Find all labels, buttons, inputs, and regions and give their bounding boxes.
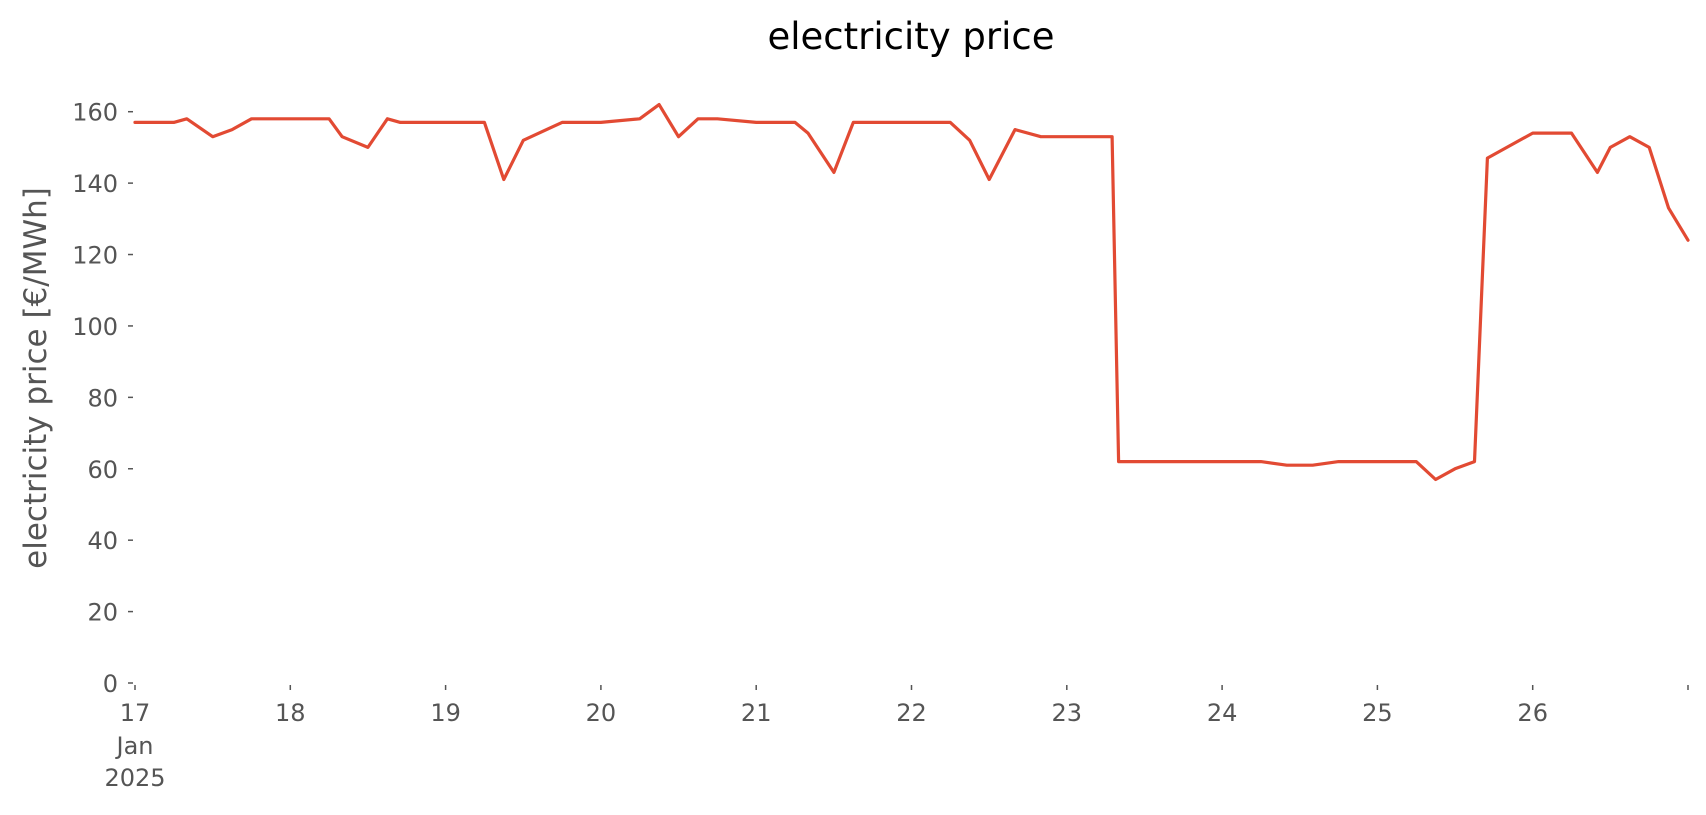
- x-tick-label: 26: [1517, 699, 1548, 727]
- y-tick-label: 40: [87, 527, 118, 555]
- x-tick-label: 22: [896, 699, 927, 727]
- x-axis: 17 18 19 20 21 22 23 24 25 26 Jan 2025: [104, 685, 1689, 792]
- chart-title: electricity price: [767, 15, 1054, 58]
- y-tick-label: 140: [72, 170, 118, 198]
- x-tick-label: 20: [586, 699, 617, 727]
- x-tick-sublabel: 2025: [104, 764, 165, 792]
- y-tick-label: 80: [87, 384, 118, 412]
- y-tick-label: 160: [72, 99, 118, 127]
- price-series-line: [133, 103, 1690, 482]
- y-axis: 0 20 40 60 80 100 120 140 160: [72, 99, 133, 698]
- x-tick-label: 21: [741, 699, 772, 727]
- x-tick-label: 24: [1207, 699, 1238, 727]
- y-tick-label: 120: [72, 242, 118, 270]
- x-tick-label: 17: [120, 699, 151, 727]
- y-tick-label: 20: [87, 599, 118, 627]
- x-tick-label: 25: [1362, 699, 1393, 727]
- y-tick-label: 100: [72, 313, 118, 341]
- x-tick-label: 18: [275, 699, 306, 727]
- y-tick-label: 0: [103, 670, 118, 698]
- x-tick-label: 23: [1052, 699, 1083, 727]
- y-axis-label: electricity price [€/MWh]: [18, 187, 54, 569]
- x-tick-label: 19: [430, 699, 461, 727]
- x-tick-sublabel: Jan: [115, 732, 154, 760]
- y-tick-label: 60: [87, 456, 118, 484]
